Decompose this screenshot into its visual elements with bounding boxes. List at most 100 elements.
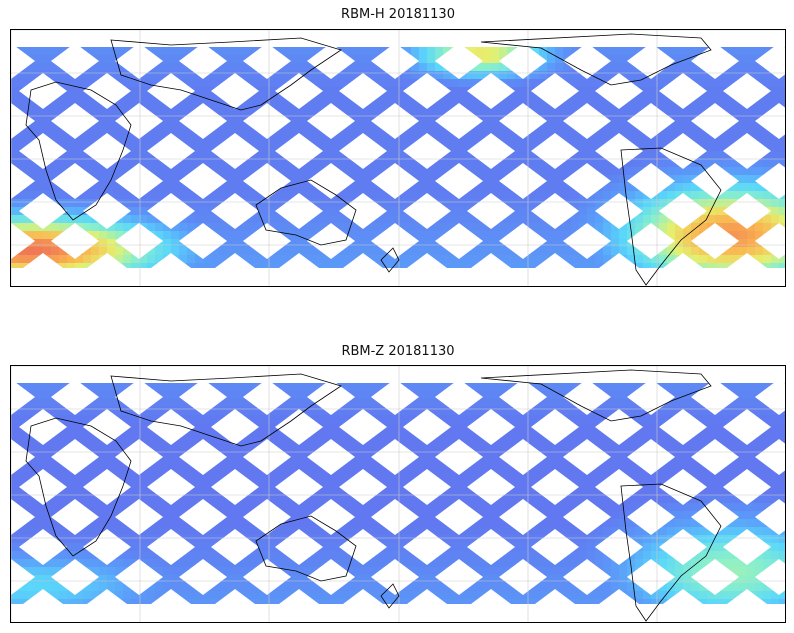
data-cell [587,87,595,95]
data-cell [315,199,323,207]
data-cell [291,183,299,191]
data-cell [747,511,755,519]
data-cell [747,47,755,55]
data-cell [763,151,771,159]
data-cell [219,495,227,503]
data-cell [523,535,531,543]
data-cell [491,223,499,231]
data-cell [651,535,659,543]
data-cell [411,167,419,175]
data-cell [283,247,291,255]
data-cell [667,191,675,199]
data-cell [275,167,283,175]
data-cell [579,423,587,431]
data-cell [291,55,299,63]
data-cell [603,383,611,391]
data-cell [283,463,291,471]
data-cell [419,447,427,455]
data-cell [19,503,27,511]
data-cell [531,407,539,415]
data-cell [91,399,99,407]
data-cell [467,151,475,159]
data-cell [403,167,411,175]
data-cell [499,111,507,119]
data-cell [507,495,515,503]
data-cell [299,527,307,535]
data-cell [651,263,659,271]
data-cell [427,407,435,415]
data-cell [195,207,203,215]
data-cell [75,543,83,551]
data-cell [115,439,123,447]
data-cell [619,447,627,455]
data-cell [339,151,347,159]
data-cell [699,471,707,479]
data-cell [547,455,555,463]
data-cell [531,47,539,55]
data-cell [531,247,539,255]
data-cell [467,263,475,271]
data-cell [419,175,427,183]
data-cell [315,191,323,199]
data-cell [643,479,651,487]
data-cell [267,551,275,559]
data-cell [651,479,659,487]
data-cell [475,127,483,135]
map-canvas-rbm-z [11,366,785,622]
data-cell [475,103,483,111]
data-cell [459,487,467,495]
data-cell [715,159,723,167]
data-cell [379,143,387,151]
data-cell [211,431,219,439]
data-cell [675,391,683,399]
data-cell [107,223,115,231]
data-cell [83,223,91,231]
data-cell [99,71,107,79]
data-cell [587,215,595,223]
data-cell [75,87,83,95]
data-cell [107,167,115,175]
data-cell [67,479,75,487]
data-cell [683,407,691,415]
graticule [11,30,785,286]
data-cell [635,431,643,439]
data-cell [643,495,651,503]
data-cell [475,191,483,199]
data-cell [139,431,147,439]
data-cell [115,231,123,239]
data-cell [579,87,587,95]
data-cell [67,215,75,223]
data-cell [379,215,387,223]
data-cell [723,167,731,175]
coastline-africa [25,81,132,221]
data-cell [163,111,171,119]
data-cell [771,471,779,479]
data-cell [603,135,611,143]
data-cell [163,183,171,191]
data-cell [771,423,779,431]
data-cell [435,183,443,191]
data-cell [75,487,83,495]
data-cell [435,191,443,199]
data-cell [171,383,179,391]
data-cell [387,95,395,103]
data-cell [291,167,299,175]
data-cell [539,191,547,199]
data-cell [283,231,291,239]
data-cell [627,183,635,191]
data-cell [43,383,51,391]
data-cell [643,255,651,263]
data-cell [67,151,75,159]
data-cell [763,127,771,135]
data-cell [619,183,627,191]
data-cell [243,503,251,511]
data-cell [67,423,75,431]
data-cell [579,495,587,503]
data-cell [467,479,475,487]
data-cell [235,247,243,255]
data-cell [731,407,739,415]
data-cell [43,119,51,127]
data-gap [563,223,611,259]
data-cell [411,135,419,143]
data-cell [59,431,67,439]
